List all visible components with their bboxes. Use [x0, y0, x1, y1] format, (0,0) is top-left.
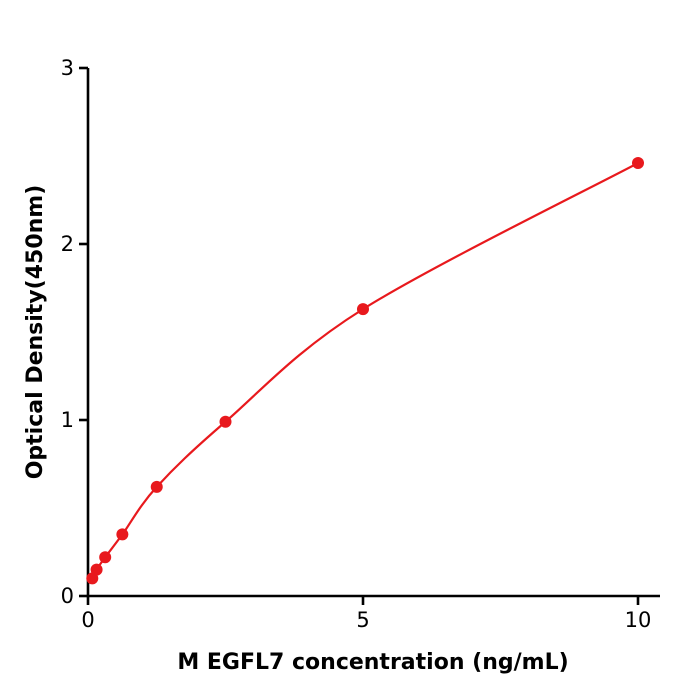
- x-tick-label: 10: [625, 608, 652, 632]
- data-point: [219, 415, 232, 428]
- data-point: [357, 303, 369, 316]
- x-axis-title: M EGFL7 concentration (ng/mL): [177, 650, 568, 675]
- data-point: [90, 563, 103, 576]
- data-point: [150, 480, 163, 493]
- data-point: [116, 528, 129, 541]
- data-point: [99, 551, 112, 564]
- y-tick-label: 1: [61, 408, 74, 432]
- x-tick-label: 5: [356, 608, 369, 632]
- y-axis-title: Optical Density(450nm): [23, 185, 48, 480]
- data-point: [632, 157, 644, 170]
- y-tick-label: 3: [61, 56, 74, 80]
- y-tick-label: 0: [61, 584, 74, 608]
- series-layer: [86, 157, 644, 585]
- y-tick-label: 2: [61, 232, 74, 256]
- x-tick-label: 0: [81, 608, 94, 632]
- axes-layer: 0 5 10 0 1 2 3: [61, 56, 660, 632]
- standard-curve-line: [91, 162, 639, 579]
